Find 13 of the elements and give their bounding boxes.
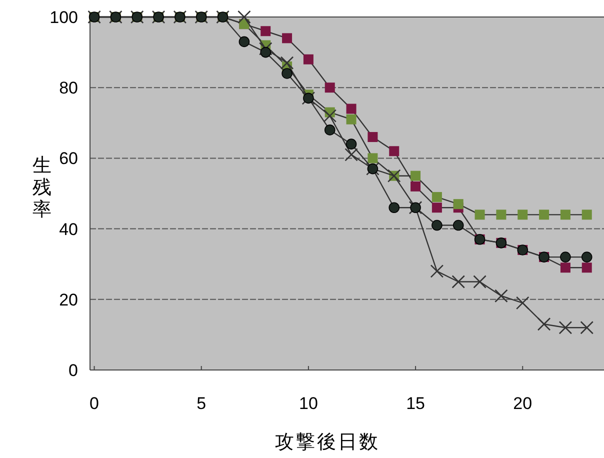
x-tick-label: 20 [513,394,532,413]
x-tick-label: 5 [196,394,206,413]
x-axis-title: 攻撃後日数 [275,432,380,453]
x-tick-label: 10 [298,394,318,413]
x-tick-label: 0 [90,394,100,413]
y-tick-label: 20 [59,290,78,310]
y-tick-label: 60 [59,149,78,168]
y-tick-label: 0 [68,361,78,380]
y-tick-label: 40 [59,220,78,239]
y-tick-label: 100 [50,8,78,27]
y-tick-label: 80 [59,78,78,98]
x-tick-label: 15 [406,394,425,413]
y-axis-title: 生残率 [32,156,52,220]
